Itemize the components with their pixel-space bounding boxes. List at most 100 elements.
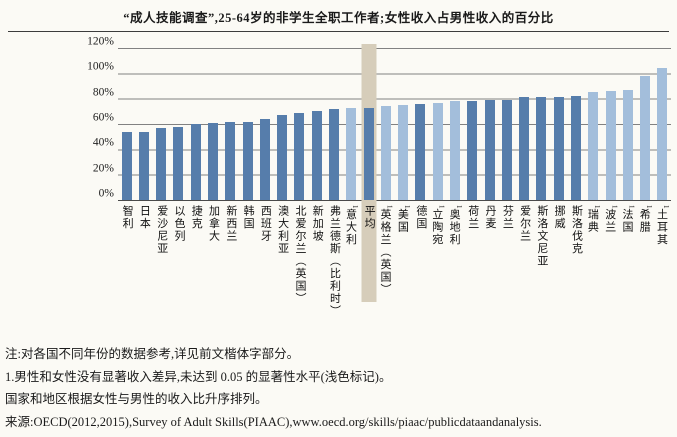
bar bbox=[588, 92, 599, 200]
x-label-cell: 斯洛伐克 bbox=[567, 205, 584, 337]
x-label: 韩国 bbox=[242, 205, 255, 230]
x-label: 西班牙 bbox=[259, 205, 272, 243]
x-label: 1法国 bbox=[620, 205, 636, 234]
bar-column bbox=[360, 44, 377, 302]
x-label: 1意大利 bbox=[344, 205, 360, 246]
x-label-cell: 1波兰 bbox=[602, 205, 619, 337]
bar bbox=[173, 126, 184, 200]
x-label: 北爱尔兰（英国） bbox=[293, 205, 306, 305]
x-label-cell: 弗兰德斯（比利时） bbox=[325, 205, 342, 337]
bar bbox=[225, 121, 236, 200]
bar-column bbox=[550, 48, 567, 200]
x-label: 新西兰 bbox=[224, 205, 237, 243]
bar bbox=[467, 101, 478, 200]
bar-column bbox=[481, 48, 498, 200]
footnotes: 注:对各国不同年份的数据参考,详见前文楷体字部分。 1.男性和女性没有显著收入差… bbox=[5, 347, 672, 437]
x-label-cell: 斯洛文尼亚 bbox=[533, 205, 550, 337]
x-label: 加拿大 bbox=[207, 205, 220, 243]
x-label: 1波兰 bbox=[603, 205, 619, 234]
x-label: 新加坡 bbox=[311, 205, 324, 243]
x-label-cell: 1瑞典 bbox=[585, 205, 602, 337]
x-label: 德国 bbox=[414, 205, 427, 230]
x-label-cell: 加拿大 bbox=[204, 205, 221, 337]
bar bbox=[156, 127, 167, 200]
footnote-marker: 1 bbox=[351, 205, 360, 209]
x-label-cell: 1法国 bbox=[619, 205, 636, 337]
bar bbox=[346, 107, 357, 200]
bar bbox=[536, 97, 547, 200]
chart-title: “成人技能调查”,25-64岁的非学生全职工作者;女性收入占男性收入的百分比 bbox=[123, 11, 554, 25]
x-label-cell: 1希腊 bbox=[636, 205, 653, 337]
bar-column bbox=[395, 48, 412, 200]
x-label-cell: 1土耳其 bbox=[654, 205, 671, 337]
note-line: 1.男性和女性没有显著收入差异,未达到 0.05 的显著性水平(浅色标记)。 bbox=[5, 369, 392, 384]
bar-column bbox=[464, 48, 481, 200]
x-label-cell: 新西兰 bbox=[222, 205, 239, 337]
bar-column bbox=[585, 48, 602, 200]
bar-column bbox=[256, 48, 273, 200]
bar bbox=[484, 99, 495, 200]
bar-column bbox=[239, 48, 256, 200]
x-label-cell: 1立陶宛 bbox=[429, 205, 446, 337]
y-tick-label: 100% bbox=[87, 60, 114, 73]
x-label-cell: 德国 bbox=[412, 205, 429, 337]
y-tick-label: 80% bbox=[92, 86, 114, 99]
x-label-cell: 西班牙 bbox=[256, 205, 273, 337]
bar-column bbox=[429, 48, 446, 200]
x-axis-spacer bbox=[6, 205, 118, 337]
y-tick-label: 120% bbox=[87, 35, 114, 48]
x-label-cell: 荷兰 bbox=[464, 205, 481, 337]
x-label-cell: 日本 bbox=[135, 205, 152, 337]
x-label: 捷克 bbox=[190, 205, 203, 230]
x-label: 1土耳其 bbox=[655, 205, 671, 246]
bar bbox=[208, 122, 219, 200]
bar bbox=[432, 102, 443, 200]
bar-column bbox=[446, 48, 463, 200]
x-label: 弗兰德斯（比利时） bbox=[328, 205, 341, 318]
bar bbox=[501, 99, 512, 200]
footnote-marker: 1 bbox=[385, 205, 394, 209]
x-label: 澳大利亚 bbox=[276, 205, 289, 255]
x-label: 荷兰 bbox=[466, 205, 479, 230]
x-label-cell: 平均 bbox=[360, 205, 377, 337]
x-label-row: 智利 日本 爱沙尼亚 以色列 捷克 加拿大 新西兰 韩国 西班牙 澳大利亚 北爱尔兰（英国） 新加坡弗… bbox=[118, 205, 671, 337]
bar bbox=[380, 106, 391, 200]
bar bbox=[121, 131, 132, 200]
x-label: 爱沙尼亚 bbox=[155, 205, 168, 255]
x-label: 1奥地利 bbox=[448, 205, 463, 246]
bar bbox=[657, 68, 668, 200]
x-label-cell: 1意大利 bbox=[343, 205, 360, 337]
plot-area bbox=[118, 44, 671, 302]
x-label-cell: 北爱尔兰（英国） bbox=[291, 205, 308, 337]
x-label: 智利 bbox=[121, 205, 134, 230]
bar-column bbox=[602, 48, 619, 200]
bar bbox=[519, 97, 530, 200]
plot-columns bbox=[118, 44, 671, 302]
note-line: 国家和地区根据女性与男性的收入比升序排列。 bbox=[5, 392, 268, 406]
x-label: 1希腊 bbox=[638, 205, 653, 234]
x-label-cell: 1英格兰（英国） bbox=[377, 205, 394, 337]
bar-column bbox=[567, 48, 584, 200]
bar bbox=[605, 91, 616, 200]
note-line: 注:对各国不同年份的数据参考,详见前文楷体字部分。 bbox=[5, 347, 300, 361]
bar-column bbox=[619, 48, 636, 200]
bar bbox=[259, 118, 270, 200]
footnote-marker: 1 bbox=[610, 205, 619, 209]
bar bbox=[190, 124, 201, 200]
x-label-cell: 韩国 bbox=[239, 205, 256, 337]
bar-column bbox=[412, 48, 429, 200]
bar bbox=[415, 103, 426, 200]
bar-column bbox=[533, 48, 550, 200]
bar bbox=[570, 96, 581, 200]
x-label-cell: 爱沙尼亚 bbox=[153, 205, 170, 337]
x-label: 1立陶宛 bbox=[430, 205, 446, 246]
x-label-cell: 1奥地利 bbox=[446, 205, 463, 337]
bar-chart: 120% 100% 80% 60% 40% 20% 0% bbox=[6, 35, 671, 302]
x-label: 1瑞典 bbox=[586, 205, 602, 234]
footnote-marker: 1 bbox=[402, 205, 411, 209]
bar-column bbox=[308, 48, 325, 200]
x-label-cell: 以色列 bbox=[170, 205, 187, 337]
x-label: 爱尔兰 bbox=[518, 205, 531, 243]
x-label: 丹麦 bbox=[484, 205, 497, 230]
x-label: 以色列 bbox=[172, 205, 185, 243]
